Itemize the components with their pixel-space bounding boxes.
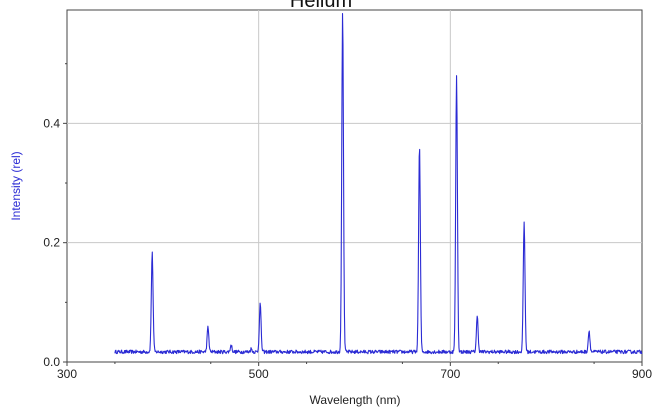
y-tick-label: 0.4 [43, 116, 60, 130]
y-axis-label: Intensity (rel) [9, 151, 23, 220]
x-tick-label: 300 [57, 367, 77, 381]
y-tick-label: 0.2 [43, 236, 60, 250]
x-tick-labels: 300 500 700 900 [57, 367, 652, 381]
plot-area [66, 9, 643, 363]
chart-title: Helium [290, 0, 352, 12]
x-tick-label: 700 [440, 367, 460, 381]
x-tick-label: 500 [249, 367, 269, 381]
x-axis-label: Wavelength (nm) [310, 393, 401, 407]
y-tick-label: 0.0 [43, 355, 60, 369]
x-tick-label: 900 [632, 367, 652, 381]
axis-ticks [63, 63, 643, 366]
y-tick-labels: 0.0 0.2 0.4 [43, 116, 60, 369]
grid-lines [67, 10, 642, 362]
intensity-series-line [114, 13, 643, 355]
